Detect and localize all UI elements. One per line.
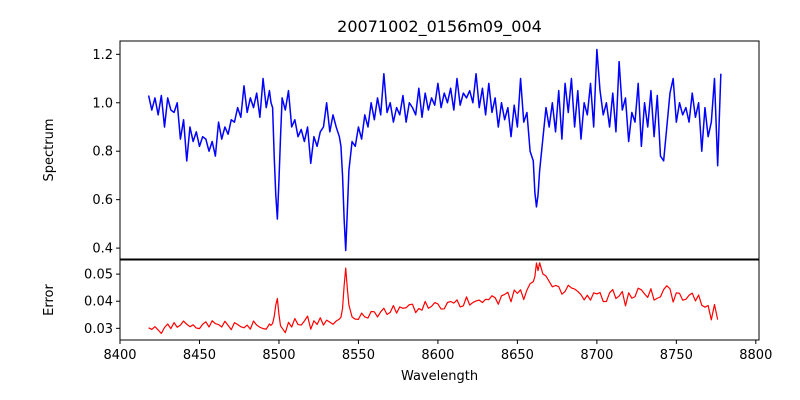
error-y-tick-label: 0.04 <box>84 295 113 310</box>
chart-title: 20071002_0156m09_004 <box>337 17 542 37</box>
spectrum-y-tick-label: 0.6 <box>92 193 113 208</box>
x-tick-label: 8750 <box>660 348 693 363</box>
x-tick-label: 8800 <box>739 348 772 363</box>
x-tick-label: 8550 <box>342 348 375 363</box>
spectrum-y-tick-label: 0.4 <box>92 242 113 257</box>
spectrum-y-tick-label: 1.0 <box>92 96 113 111</box>
spectrum-y-tick-label: 0.8 <box>92 145 113 160</box>
spectrum-series-line <box>147 48 722 252</box>
spectrum-panel: 0.4 0.6 0.8 1.0 1.2 Spectrum <box>42 40 760 263</box>
error-y-axis-label: Error <box>42 284 57 316</box>
error-y-tick-label: 0.03 <box>84 322 113 337</box>
spectrum-y-tick-label: 1.2 <box>92 48 113 63</box>
error-series-line <box>148 262 719 335</box>
x-axis-label: Wavelength <box>401 369 478 384</box>
error-x-ticks: 8400 8450 8500 8550 8600 8650 8700 8750 8800 <box>103 340 772 363</box>
x-tick-label: 8450 <box>183 348 216 363</box>
spectrum-plot-area <box>120 41 759 259</box>
spectrum-y-ticks: 0.4 0.6 0.8 1.0 1.2 <box>92 48 120 257</box>
error-axes-frame <box>119 259 760 341</box>
spectrum-y-axis-label: Spectrum <box>42 119 57 182</box>
error-y-tick-label: 0.05 <box>84 268 113 283</box>
error-panel: 0.03 0.04 0.05 8400 8450 8500 8550 8600 8650 870… <box>42 259 772 363</box>
error-y-ticks: 0.03 0.04 0.05 <box>84 268 120 337</box>
x-tick-label: 8400 <box>103 348 136 363</box>
x-tick-label: 8650 <box>501 348 534 363</box>
x-tick-label: 8700 <box>580 348 613 363</box>
error-plot-area <box>120 260 759 340</box>
x-tick-label: 8600 <box>421 348 454 363</box>
spectrum-axes-frame <box>119 40 760 260</box>
x-tick-label: 8500 <box>262 348 295 363</box>
